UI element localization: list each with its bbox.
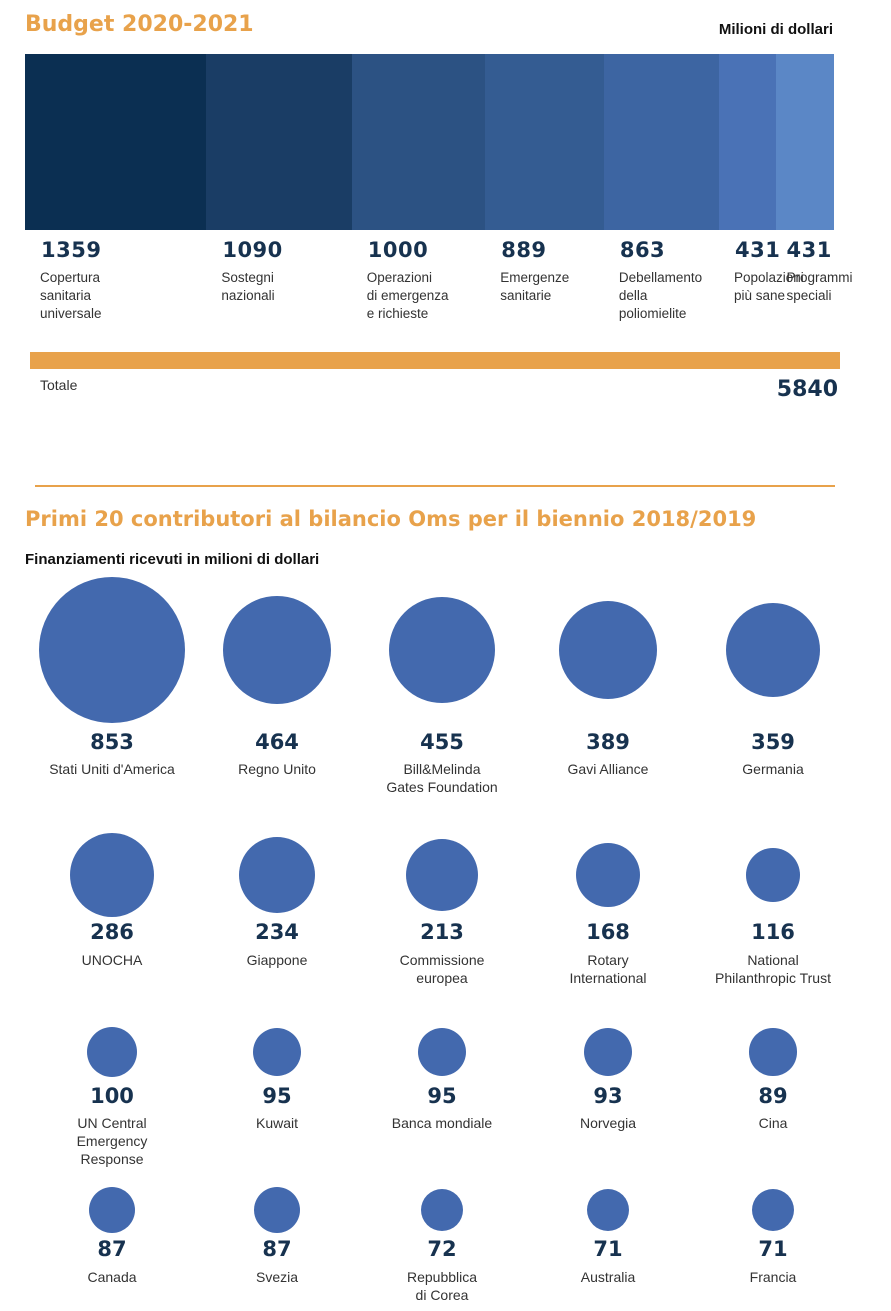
contributor-bubble [575,842,641,908]
contributor-value: 89 [758,1084,788,1108]
contributor-value: 87 [262,1237,292,1261]
contributor-label: Norvegia [579,1115,637,1131]
contributor-label: Rotary International [569,952,647,986]
budget-segment-value: 431 [734,238,781,262]
budget-segment [603,54,720,230]
contributor-bubble [88,1186,136,1234]
total-label: Totale [40,377,78,393]
contributor-bubble [417,1027,467,1077]
contributor-label: Regno Unito [238,761,316,777]
contributors-title: Primi 20 contributori al bilancio Oms pe… [25,507,757,531]
contributor-label: Canada [87,1269,137,1285]
contributor-value: 168 [586,920,630,944]
budget-segment-label: Emergenze sanitarie [500,270,570,303]
contributor-bubble [388,596,496,704]
contributor-label: Repubblica di Corea [406,1269,478,1303]
contributor-value: 71 [758,1237,788,1261]
contributor-label: Bill&Melinda Gates Foundation [386,761,498,795]
contributor-value: 87 [97,1237,127,1261]
contributor-bubble [725,602,821,698]
contributor-value: 116 [751,920,795,944]
contributor-label: UNOCHA [81,952,143,968]
budget-segment-value: 1090 [222,238,283,262]
contributor-label: Banca mondiale [391,1115,493,1131]
budget-segment [718,54,777,230]
budget-segment-value: 1359 [41,238,102,262]
contributor-value: 853 [90,730,134,754]
contributor-bubble [252,1027,302,1077]
contributor-value: 71 [593,1237,623,1261]
contributor-value: 213 [420,920,464,944]
contributor-label: Cina [758,1115,788,1131]
contributor-bubble [39,577,185,723]
contributor-bubble [87,1027,137,1077]
contributor-bubble [420,1188,464,1232]
contributor-bubble [751,1188,795,1232]
contributor-label: UN Central Emergency Response [76,1115,148,1167]
budget-segment-value: 431 [786,238,832,262]
contributor-label: Stati Uniti d'America [49,761,175,777]
contributor-value: 359 [751,730,795,754]
budget-segment-value: 889 [501,238,547,262]
contributor-bubble [253,1186,301,1234]
budget-title: Budget 2020-2021 [25,12,254,37]
budget-segment-label: Sostegni nazionali [221,270,275,303]
budget-segment-value: 1000 [367,238,429,262]
contributor-bubble [583,1027,633,1077]
contributor-value: 464 [255,730,299,754]
contributor-bubble [69,832,155,918]
contributor-value: 389 [586,730,630,754]
contributor-bubble [746,848,800,902]
budget-unit-label: Milioni di dollari [718,21,833,38]
contributor-label: Giappone [246,952,308,968]
contributor-bubble [749,1028,797,1076]
budget-segment [485,54,605,230]
budget-segment-label: Copertura sanitaria universale [40,270,102,321]
contributor-value: 95 [427,1084,457,1108]
budget-segment-value: 863 [619,238,666,262]
contributor-value: 234 [255,920,299,944]
contributors-subtitle: Finanziamenti ricevuti in milioni di dol… [25,551,320,568]
budget-segment [206,54,353,230]
budget-segment [351,54,486,230]
budget-segment-label: Debellamento della poliomielite [618,270,703,321]
contributor-label: Germania [742,761,804,777]
contributor-label: National Philanthropic Trust [715,952,831,986]
contributor-bubble [558,600,658,700]
contributor-label: Kuwait [255,1115,299,1131]
contributor-value: 455 [420,730,464,754]
contributor-label: Svezia [255,1269,299,1285]
contributor-value: 93 [593,1084,623,1108]
budget-segment-label: Operazioni di emergenza e richieste [366,270,449,321]
contributor-value: 72 [427,1237,457,1261]
contributor-bubble [405,838,479,912]
contributor-label: Francia [749,1269,797,1285]
contributor-bubble [586,1188,630,1232]
contributor-value: 95 [262,1084,292,1108]
total-value: 5840 [776,377,838,402]
budget-segment-label: Popolazioni più sane [733,270,804,303]
contributor-label: Australia [580,1269,636,1285]
section-divider [35,485,835,487]
contributor-bubble [238,836,316,914]
contributor-bubble [223,596,331,704]
contributor-value: 100 [90,1084,134,1108]
contributor-value: 286 [90,920,134,944]
budget-segment-label: Programmi speciali [786,270,853,303]
total-bar [30,352,840,369]
contributor-label: Gavi Alliance [567,761,649,777]
budget-segment [25,54,207,230]
budget-segment [776,54,835,230]
contributor-label: Commissione europea [399,952,485,986]
